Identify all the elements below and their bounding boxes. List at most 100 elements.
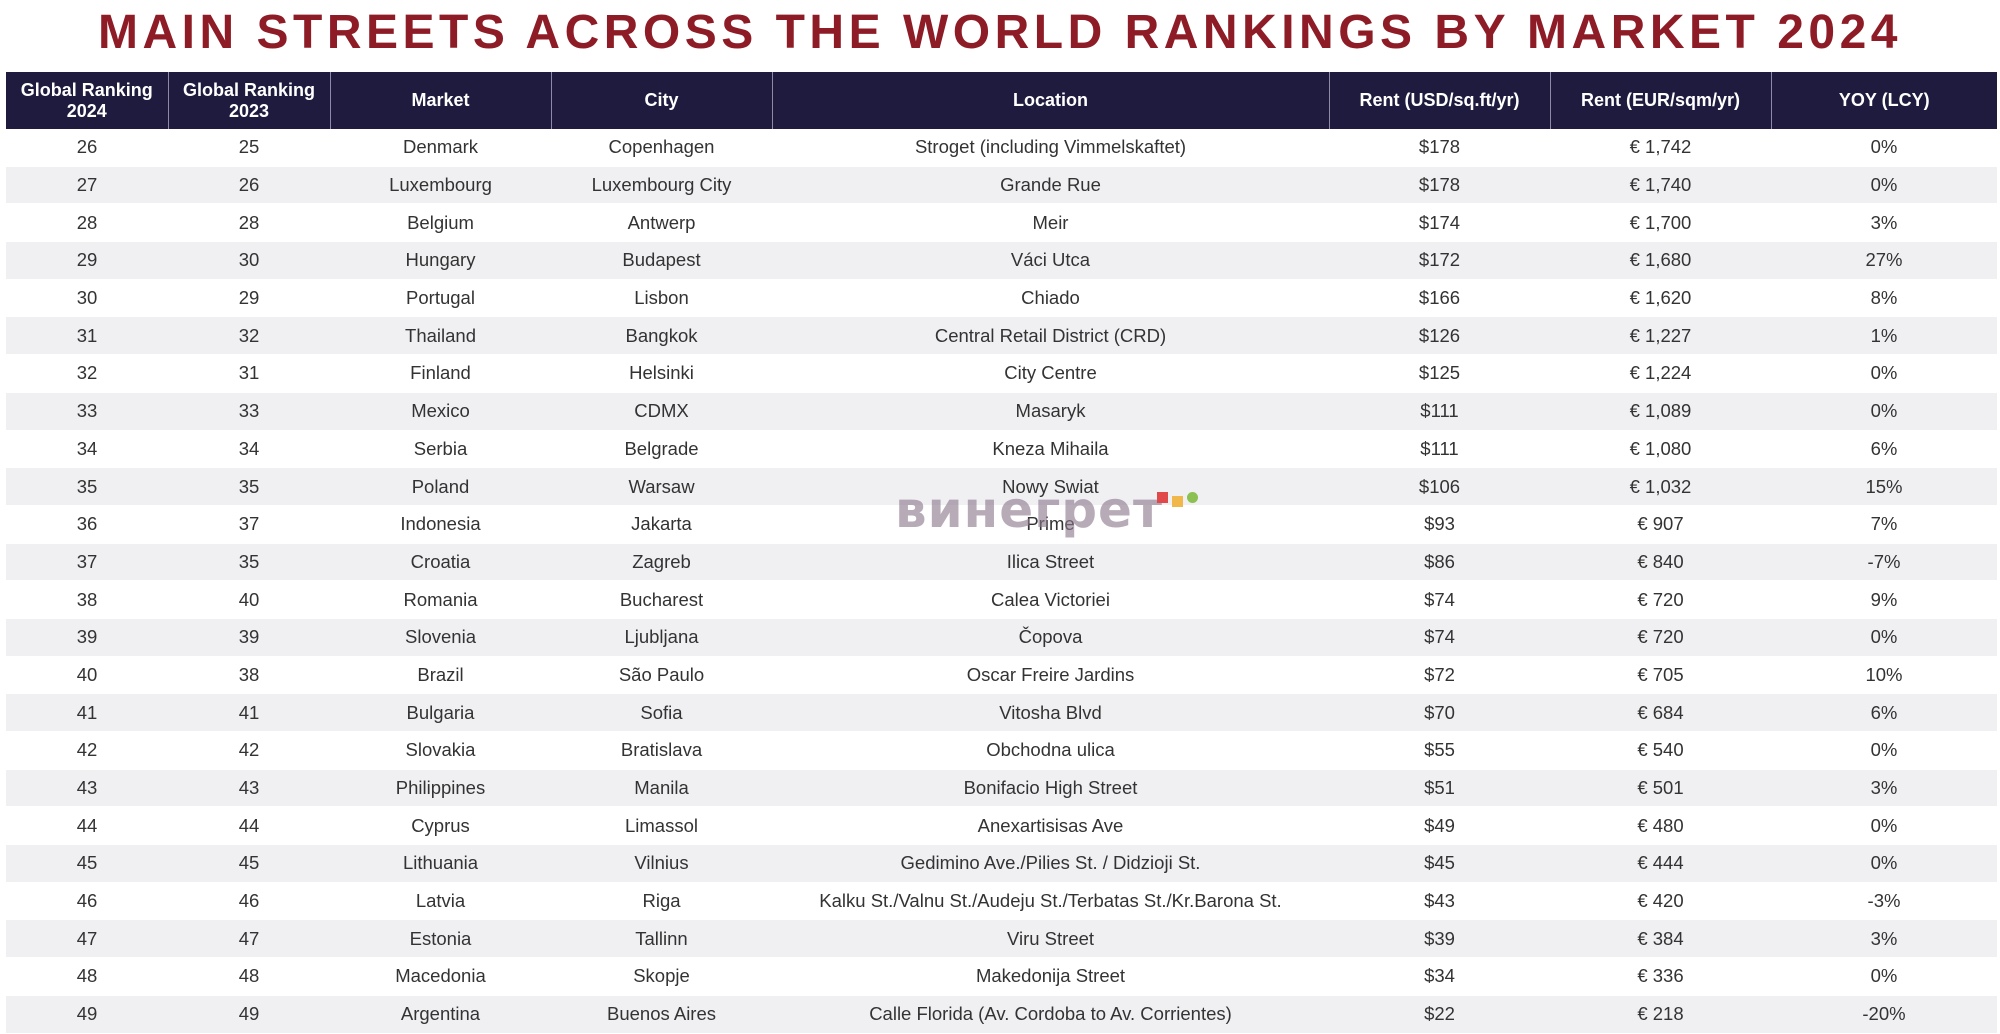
- yoy-cell: 0%: [1771, 618, 1997, 657]
- location-cell: Oscar Freire Jardins: [772, 656, 1329, 695]
- header-rent-eur: Rent (EUR/sqm/yr): [1550, 72, 1772, 129]
- rent-eur-cell: € 1,742: [1550, 129, 1771, 167]
- rent-eur-cell: € 1,089: [1550, 392, 1771, 431]
- yoy-cell: -20%: [1771, 995, 1997, 1034]
- market-cell: Poland: [330, 467, 551, 506]
- rank-2023-cell: 40: [168, 580, 330, 619]
- location-cell: Viru Street: [772, 919, 1329, 959]
- rank-2023-cell: 26: [168, 166, 330, 205]
- rank-2023-cell: 35: [168, 467, 330, 506]
- table-row: 26 25 Denmark Copenhagen Stroget (including …: [6, 129, 1997, 167]
- rank-2023-cell: 34: [168, 430, 330, 469]
- rank-2024-cell: 32: [6, 354, 168, 393]
- rent-eur-cell: € 540: [1550, 731, 1771, 770]
- city-cell: Jakarta: [551, 505, 772, 544]
- rent-eur-cell: € 1,032: [1550, 467, 1771, 506]
- market-cell: Hungary: [330, 241, 551, 280]
- market-cell: Mexico: [330, 392, 551, 431]
- market-cell: Thailand: [330, 316, 551, 356]
- location-cell: Makedonija Street: [772, 957, 1329, 996]
- location-cell: Grande Rue: [772, 166, 1329, 205]
- location-cell: Calea Victoriei: [772, 580, 1329, 619]
- market-cell: Slovakia: [330, 731, 551, 770]
- rank-2023-cell: 33: [168, 392, 330, 431]
- yoy-cell: 0%: [1771, 354, 1997, 393]
- table-row: 44 44 Cyprus Limassol Anexartisisas Ave $49 € …: [6, 806, 1997, 846]
- rent-usd-cell: $174: [1329, 203, 1550, 243]
- city-cell: Ljubljana: [551, 618, 772, 657]
- city-cell: Bangkok: [551, 316, 772, 356]
- rank-2023-cell: 32: [168, 316, 330, 356]
- yoy-cell: 3%: [1771, 769, 1997, 808]
- rank-2023-cell: 41: [168, 693, 330, 732]
- rent-eur-cell: € 1,700: [1550, 203, 1771, 243]
- yoy-cell: 3%: [1771, 919, 1997, 959]
- rent-usd-cell: $74: [1329, 580, 1550, 619]
- location-cell: Anexartisisas Ave: [772, 806, 1329, 846]
- rent-usd-cell: $22: [1329, 995, 1550, 1034]
- location-cell: Čopova: [772, 618, 1329, 657]
- city-cell: Bucharest: [551, 580, 772, 619]
- yoy-cell: 27%: [1771, 241, 1997, 280]
- yoy-cell: 1%: [1771, 316, 1997, 356]
- city-cell: Buenos Aires: [551, 995, 772, 1034]
- rank-2023-cell: 45: [168, 844, 330, 883]
- rank-2024-cell: 26: [6, 129, 168, 167]
- city-cell: Luxembourg City: [551, 166, 772, 205]
- city-cell: Budapest: [551, 241, 772, 280]
- table-row: 42 42 Slovakia Bratislava Obchodna ulica $55 €…: [6, 731, 1997, 770]
- rank-2024-cell: 41: [6, 693, 168, 732]
- rank-2023-cell: 48: [168, 957, 330, 996]
- rent-eur-cell: € 218: [1550, 995, 1771, 1034]
- city-cell: Antwerp: [551, 203, 772, 243]
- table-row: 35 35 Poland Warsaw Nowy Swiat $106 € 1,032 15%: [6, 467, 1997, 506]
- city-cell: Riga: [551, 882, 772, 921]
- city-cell: Sofia: [551, 693, 772, 732]
- rank-2024-cell: 40: [6, 656, 168, 695]
- rent-usd-cell: $70: [1329, 693, 1550, 732]
- rent-eur-cell: € 1,620: [1550, 279, 1771, 318]
- rent-usd-cell: $86: [1329, 543, 1550, 582]
- market-cell: Bulgaria: [330, 693, 551, 732]
- rank-2024-cell: 35: [6, 467, 168, 506]
- rent-usd-cell: $106: [1329, 467, 1550, 506]
- city-cell: Warsaw: [551, 467, 772, 506]
- rent-eur-cell: € 720: [1550, 580, 1771, 619]
- city-cell: Vilnius: [551, 844, 772, 883]
- rank-2023-cell: 49: [168, 995, 330, 1034]
- location-cell: City Centre: [772, 354, 1329, 393]
- location-cell: Váci Utca: [772, 241, 1329, 280]
- rank-2023-cell: 31: [168, 354, 330, 393]
- table-row: 27 26 Luxembourg Luxembourg City Grande Rue $…: [6, 166, 1997, 205]
- rank-2024-cell: 29: [6, 241, 168, 280]
- yoy-cell: 0%: [1771, 129, 1997, 167]
- city-cell: Tallinn: [551, 919, 772, 959]
- table-row: 36 37 Indonesia Jakarta Prime $93 € 907 7%: [6, 505, 1997, 544]
- rent-usd-cell: $172: [1329, 241, 1550, 280]
- market-cell: Slovenia: [330, 618, 551, 657]
- location-cell: Nowy Swiat: [772, 467, 1329, 506]
- rank-2023-cell: 43: [168, 769, 330, 808]
- header-global-ranking-2024: Global Ranking 2024: [6, 72, 169, 129]
- rent-usd-cell: $49: [1329, 806, 1550, 846]
- table-row: 39 39 Slovenia Ljubljana Čopova $74 € 720 0%: [6, 618, 1997, 657]
- rent-eur-cell: € 720: [1550, 618, 1771, 657]
- header-yoy: YOY (LCY): [1771, 72, 1997, 129]
- rent-usd-cell: $126: [1329, 316, 1550, 356]
- table-row: 37 35 Croatia Zagreb Ilica Street $86 € 840 -7%: [6, 543, 1997, 582]
- market-cell: Cyprus: [330, 806, 551, 846]
- location-cell: Vitosha Blvd: [772, 693, 1329, 732]
- market-cell: Croatia: [330, 543, 551, 582]
- table-row: 49 49 Argentina Buenos Aires Calle Florida (…: [6, 995, 1997, 1034]
- city-cell: Copenhagen: [551, 129, 772, 167]
- market-cell: Lithuania: [330, 844, 551, 883]
- rank-2024-cell: 36: [6, 505, 168, 544]
- rank-2024-cell: 38: [6, 580, 168, 619]
- yoy-cell: 9%: [1771, 580, 1997, 619]
- yoy-cell: 10%: [1771, 656, 1997, 695]
- city-cell: Bratislava: [551, 731, 772, 770]
- rent-usd-cell: $39: [1329, 919, 1550, 959]
- yoy-cell: 6%: [1771, 693, 1997, 732]
- city-cell: Manila: [551, 769, 772, 808]
- yoy-cell: 8%: [1771, 279, 1997, 318]
